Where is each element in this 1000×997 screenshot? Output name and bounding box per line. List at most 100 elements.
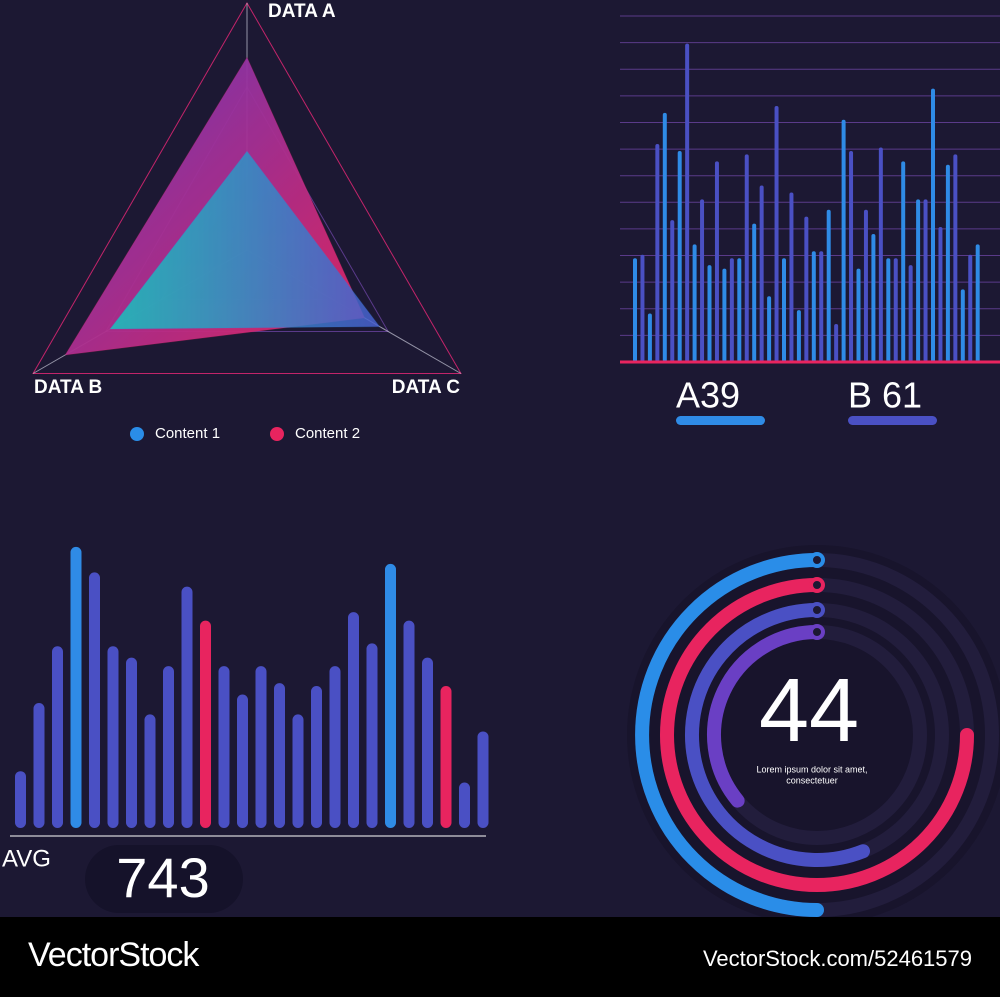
bar (459, 782, 470, 828)
bar (811, 251, 816, 362)
bar (722, 268, 727, 362)
bar (647, 313, 652, 362)
gauge-cap (809, 552, 825, 568)
bar (916, 199, 921, 362)
avg-value: 743 (116, 846, 209, 909)
bar (886, 258, 891, 362)
footer-band (0, 917, 1000, 997)
bar (878, 147, 883, 362)
gauge-arc (635, 553, 824, 917)
image-id: VectorStock.com/52461579 (703, 946, 972, 971)
gauge-cap (809, 602, 825, 618)
bar (477, 731, 489, 828)
bar (975, 244, 980, 362)
bar (819, 251, 824, 362)
bar (685, 43, 690, 363)
gauge-arc (707, 625, 824, 808)
bar (863, 209, 868, 362)
gauge-arc (685, 603, 871, 867)
bar (163, 666, 174, 828)
bar (107, 646, 119, 828)
bar (834, 323, 839, 362)
axis-label: DATA B (34, 377, 102, 398)
bar (403, 620, 415, 828)
bar (849, 150, 854, 362)
bar (366, 643, 378, 828)
bar (759, 185, 764, 362)
center-value: 44 (759, 661, 859, 761)
bar (70, 546, 82, 828)
bar (52, 646, 63, 828)
bar (752, 223, 757, 362)
bar (707, 265, 712, 362)
bar (737, 258, 742, 362)
stat-underline (848, 416, 937, 425)
bar (931, 88, 935, 362)
bar (677, 150, 682, 362)
bar (15, 771, 26, 828)
brand: VectorStock (28, 936, 200, 974)
bar (923, 199, 928, 362)
gauge-cap (809, 624, 825, 640)
bar (789, 192, 794, 362)
bar (126, 657, 137, 828)
bar (274, 683, 285, 828)
bar (804, 216, 809, 362)
avg-label: AVG (2, 845, 51, 872)
stat-underline (676, 416, 765, 425)
caption: Lorem ipsum dolor sit amet, (756, 764, 867, 774)
bar (144, 714, 156, 828)
bar (871, 233, 876, 362)
bar (670, 220, 675, 362)
bar (89, 572, 100, 828)
bar (633, 258, 637, 362)
bar (422, 657, 433, 828)
bar (200, 620, 211, 828)
bar (908, 265, 913, 362)
bar (218, 666, 230, 828)
legend-label: Content 2 (295, 425, 360, 442)
bar (33, 703, 45, 828)
bar (181, 586, 193, 828)
bar (237, 694, 248, 828)
avg-pill (85, 845, 243, 913)
bar (662, 112, 667, 362)
caption: consectetuer (786, 775, 838, 785)
bar (744, 154, 749, 362)
bar (945, 164, 950, 362)
bar (348, 612, 359, 828)
gauge-arc (660, 578, 974, 892)
bar (938, 227, 943, 362)
stat-label: B 61 (848, 375, 922, 416)
bar (796, 310, 801, 362)
bar (440, 686, 452, 828)
bar (856, 268, 861, 362)
bar (714, 161, 719, 362)
bar (960, 289, 965, 362)
bar (311, 686, 322, 828)
legend-dot (130, 427, 144, 441)
stat-label: A39 (676, 375, 740, 416)
bar (901, 161, 906, 362)
bar (893, 258, 898, 362)
radar-area (109, 150, 381, 330)
bar (953, 154, 958, 362)
bar (782, 258, 786, 362)
legend-label: Content 1 (155, 425, 220, 442)
bar (767, 296, 772, 362)
axis-label: DATA C (392, 377, 461, 398)
bar (640, 254, 645, 362)
bar (826, 209, 831, 362)
bar (655, 144, 660, 362)
bar (692, 244, 697, 362)
axis-label: DATA A (268, 1, 336, 22)
bar (774, 105, 779, 363)
bar (292, 714, 304, 828)
radar-grid (32, 1, 462, 374)
gauge-cap (809, 577, 825, 593)
bar (255, 666, 267, 828)
bar (700, 199, 705, 362)
legend-dot (270, 427, 284, 441)
bar (841, 119, 846, 362)
